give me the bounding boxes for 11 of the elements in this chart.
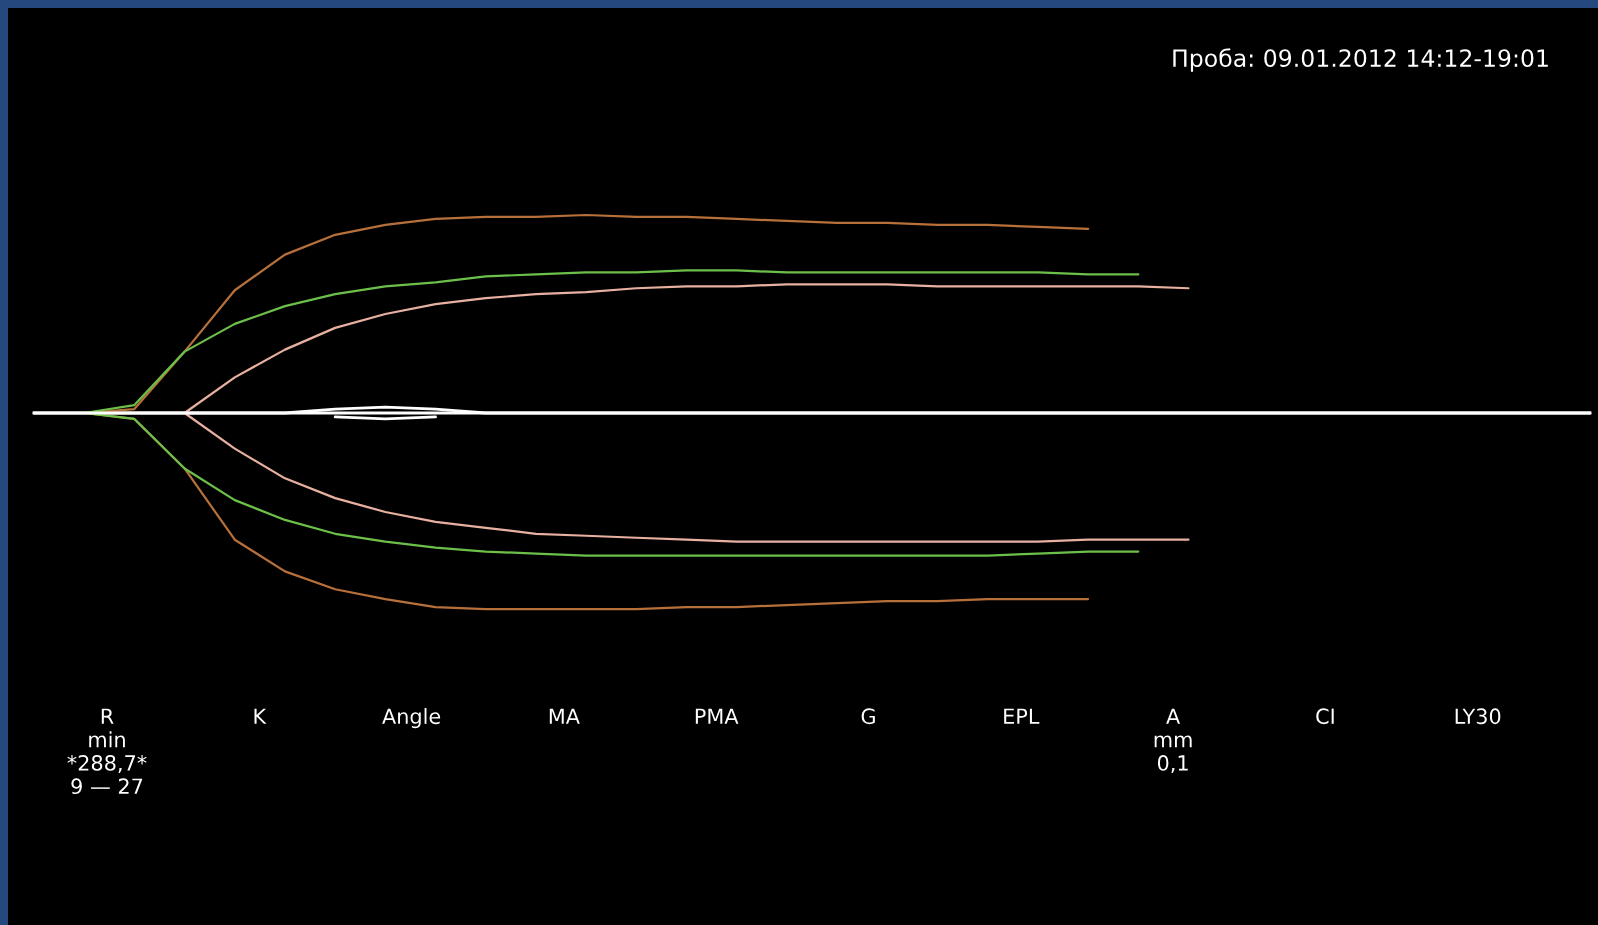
text: G — [861, 708, 875, 725]
text: EPL — [1004, 708, 1040, 724]
text: R min *288,7* 9 — 27 — [67, 708, 147, 795]
text: CI — [1316, 708, 1334, 725]
text: A mm 0,1 — [1154, 708, 1192, 773]
chart-title: Проба: 09.01.2012 14:12-19:01 — [1173, 48, 1548, 72]
text: K — [254, 708, 267, 724]
text: Angle — [382, 708, 441, 729]
text: LY30 — [1455, 708, 1501, 725]
text: PMA — [695, 708, 739, 724]
text: MA — [549, 708, 580, 724]
